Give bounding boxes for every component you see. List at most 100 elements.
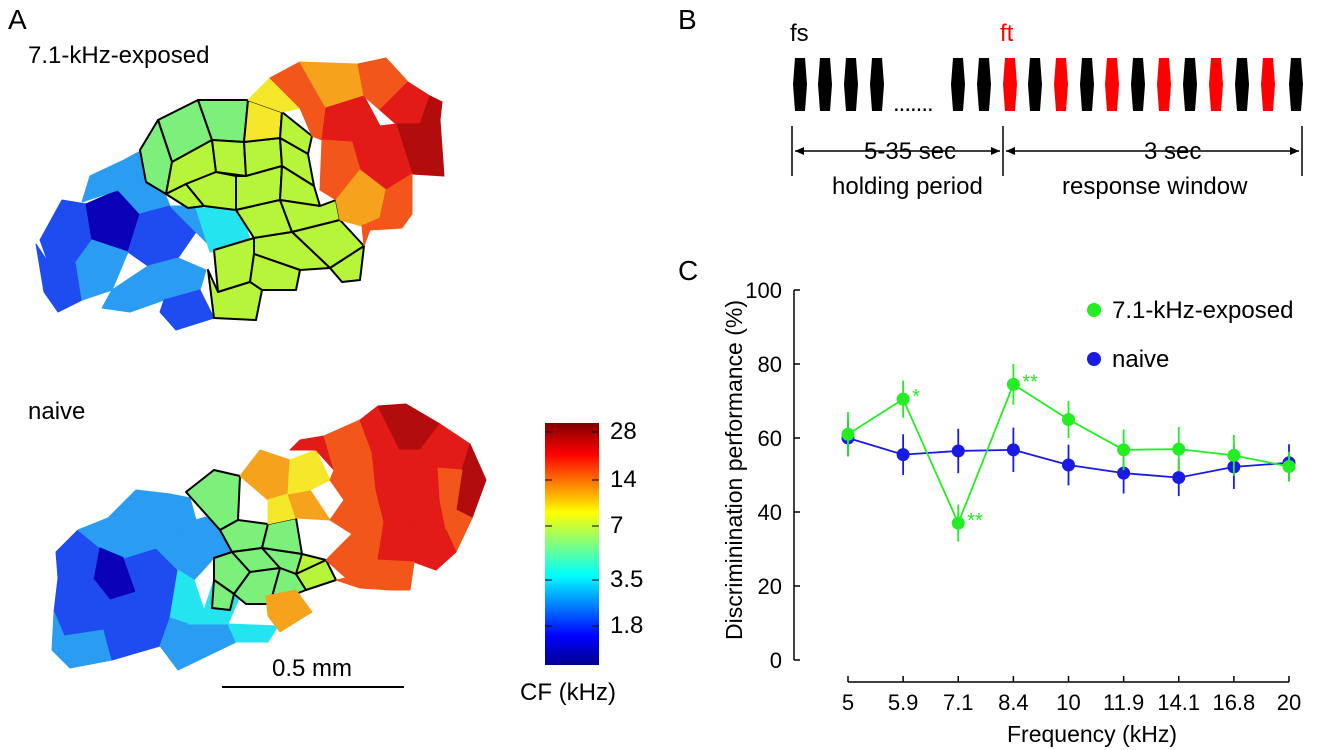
x-tick-label: 10: [1056, 690, 1080, 715]
exposed-map-cell: [159, 289, 215, 331]
legend-label-exposed: 7.1-kHz-exposed: [1112, 297, 1294, 324]
naive-map-cell: [265, 589, 313, 633]
target-tone-pulse: [1003, 58, 1017, 111]
cf-map-naive: [51, 403, 487, 671]
data-point: [1062, 413, 1075, 426]
data-point: [1117, 443, 1131, 457]
holding-period-arrow-head-right: [991, 147, 1000, 155]
naive-map-cell: [239, 449, 291, 501]
colorbar-tick-1-8: 1.8: [610, 612, 644, 639]
ft-label: ft: [1000, 20, 1014, 47]
data-point: [896, 392, 910, 406]
legend-marker-naive: [1087, 352, 1101, 366]
colorbar-tick-3-5: 3.5: [610, 566, 644, 593]
data-point: [1062, 458, 1075, 472]
stimulus-train: .......: [791, 58, 1303, 176]
legend-marker-exposed: [1087, 303, 1101, 317]
significance-marker: **: [967, 510, 983, 532]
data-point: [951, 444, 965, 458]
target-tone-pulse: [1105, 58, 1119, 111]
y-tick-label: 80: [758, 352, 782, 377]
y-tick-label: 40: [758, 500, 782, 525]
cf-map-exposed: [35, 57, 445, 331]
x-tick-label: 11.9: [1103, 690, 1144, 715]
naive-map-cell: [295, 553, 327, 575]
x-tick-label: 20: [1277, 690, 1301, 715]
x-tick-label: 16.8: [1212, 690, 1255, 715]
data-point: [1117, 466, 1131, 480]
naive-map-cell: [185, 469, 241, 531]
standard-tone-pulse: [951, 58, 965, 111]
exposed-map-cell: [147, 257, 207, 301]
data-point: [1172, 442, 1186, 456]
x-axis-label: Frequency (kHz): [1007, 721, 1177, 747]
response-window-label: response window: [1062, 173, 1248, 200]
ellipsis: .......: [893, 90, 933, 117]
standard-tone-pulse: [977, 58, 991, 111]
standard-tone-pulse: [1289, 58, 1303, 111]
legend-label-naive: naive: [1112, 346, 1170, 373]
target-tone-pulse: [1054, 58, 1068, 111]
naive-map-cell: [377, 559, 415, 591]
colorbar-ticks: [545, 431, 599, 627]
data-point: [1006, 377, 1020, 391]
standard-tone-pulse: [818, 58, 832, 111]
exposed-map-cell: [211, 139, 247, 177]
standard-tone-pulse: [1028, 58, 1042, 111]
panel-label-c: C: [678, 255, 699, 286]
naive-map-cell: [211, 579, 235, 611]
x-tick-label: 5.9: [888, 690, 919, 715]
colorbar-tick-28: 28: [610, 418, 637, 445]
exposed-map-cell: [207, 269, 263, 321]
standard-tone-pulse: [870, 58, 884, 111]
y-axis-label: Discriminination performance (%): [721, 300, 747, 640]
standard-tone-pulse: [1080, 58, 1094, 111]
colorbar-tick-7: 7: [610, 512, 624, 539]
exposed-map-cell: [361, 213, 413, 247]
x-tick-label: 14.1: [1157, 690, 1200, 715]
data-point: [841, 427, 855, 441]
significance-marker: **: [1022, 371, 1038, 393]
x-tick-label: 8.4: [998, 690, 1029, 715]
data-point: [896, 448, 910, 462]
standard-tone-pulse: [1131, 58, 1145, 111]
x-tick-label: 7.1: [943, 690, 974, 715]
data-point: [951, 516, 965, 530]
naive-map-label: naive: [28, 398, 86, 425]
naive-map-cell: [439, 499, 473, 553]
y-tick-label: 60: [758, 426, 782, 451]
response-window-arrow-head-right: [1290, 147, 1299, 155]
colorbar-title: CF (kHz): [520, 679, 616, 706]
series-exposed: *****: [841, 364, 1296, 542]
target-tone-pulse: [1261, 58, 1275, 111]
colorbar-tick-14: 14: [610, 466, 637, 493]
naive-map-cell: [377, 521, 415, 563]
data-point: [1227, 448, 1241, 462]
y-tick-label: 20: [758, 574, 782, 599]
naive-map-cell: [159, 617, 237, 671]
naive-map-cell: [411, 527, 457, 571]
significance-marker: *: [912, 386, 920, 408]
exposed-map-cell: [75, 239, 129, 301]
colorbar: [545, 423, 599, 665]
data-point: [1282, 459, 1296, 473]
standard-tone-pulse: [844, 58, 858, 111]
standard-tone-pulse: [1183, 58, 1197, 111]
exposed-map-label: 7.1-kHz-exposed: [28, 42, 210, 69]
fs-label: fs: [790, 20, 809, 47]
performance-chart: 0 20 40 60 80 100 5 5.9 7.1 8.4 10 11.9 14.1 16.8 20 Fr…: [721, 278, 1301, 747]
target-tone-pulse: [1157, 58, 1171, 111]
standard-tone-pulse: [793, 58, 807, 111]
x-tick-label: 5: [842, 690, 854, 715]
holding-period-arrow-head-left: [795, 147, 804, 155]
y-tick-label: 0: [770, 648, 782, 673]
exposed-map-cell: [101, 265, 165, 313]
data-point: [1172, 471, 1186, 485]
panel-label-a: A: [8, 4, 27, 35]
exposed-map-cell: [329, 245, 365, 283]
exposed-map-cell: [419, 95, 443, 125]
scale-bar-label: 0.5 mm: [272, 655, 353, 682]
standard-tone-pulse: [1235, 58, 1249, 111]
naive-map-cell: [227, 623, 279, 643]
